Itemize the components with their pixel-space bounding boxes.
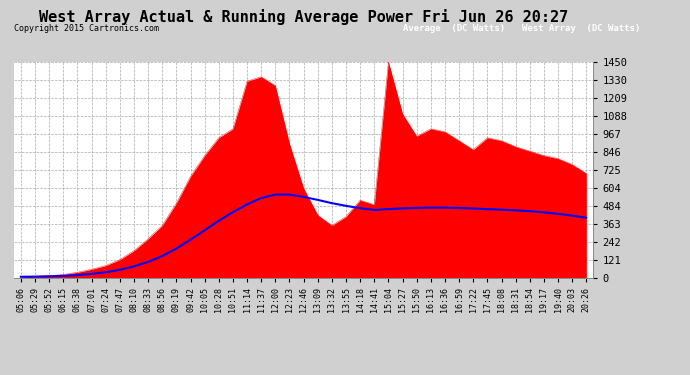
Text: West Array Actual & Running Average Power Fri Jun 26 20:27: West Array Actual & Running Average Powe… bbox=[39, 9, 569, 26]
Text: Average  (DC Watts): Average (DC Watts) bbox=[402, 24, 505, 33]
Text: Copyright 2015 Cartronics.com: Copyright 2015 Cartronics.com bbox=[14, 24, 159, 33]
Text: West Array  (DC Watts): West Array (DC Watts) bbox=[522, 24, 640, 33]
